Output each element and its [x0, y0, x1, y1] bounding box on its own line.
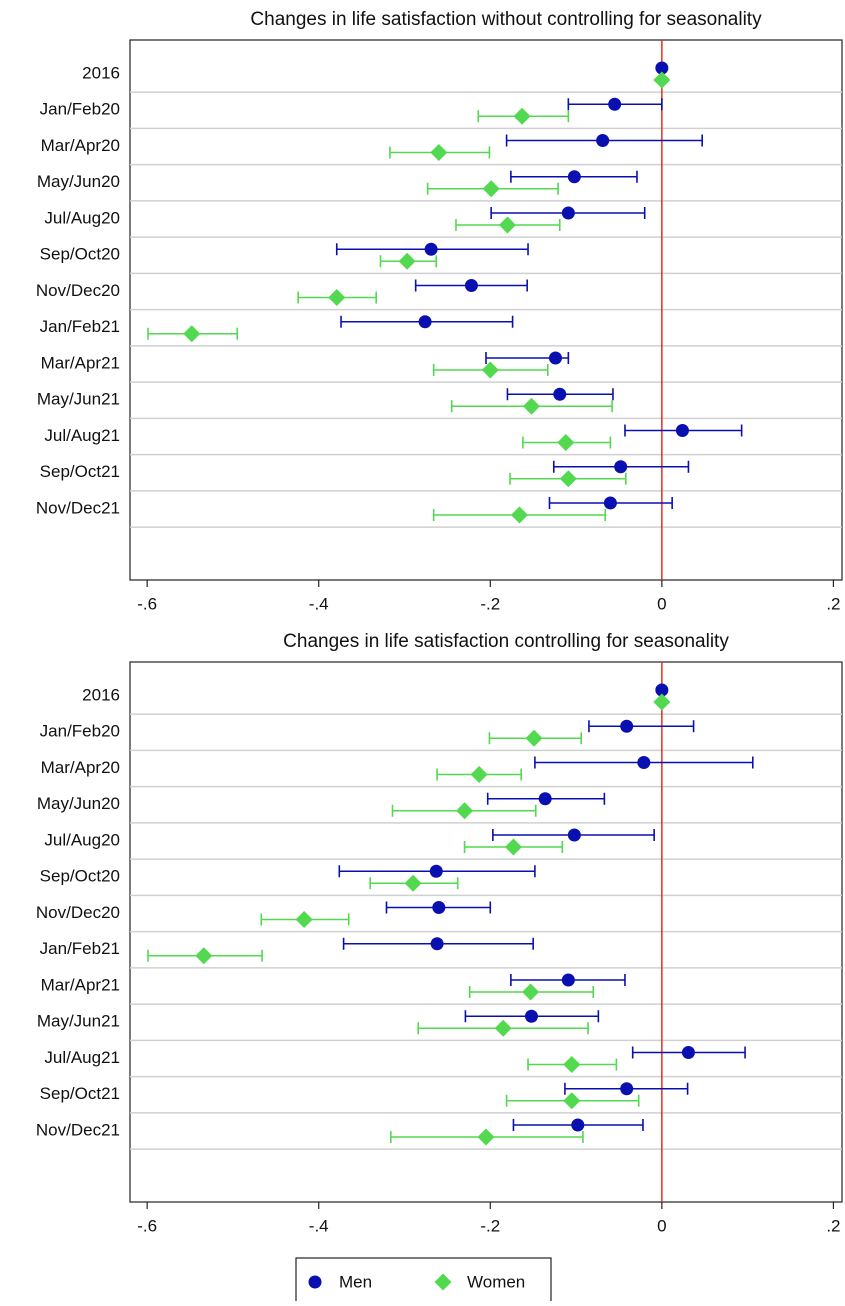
point — [328, 289, 346, 306]
y-tick-label: Mar/Apr20 — [41, 136, 120, 155]
point — [477, 1128, 495, 1146]
point — [482, 180, 500, 198]
y-tick-label: Jul/Aug20 — [44, 208, 120, 227]
point — [620, 719, 634, 733]
y-tick-label: Jan/Feb21 — [40, 939, 120, 958]
point — [525, 729, 543, 747]
point — [548, 351, 562, 365]
point — [504, 838, 522, 856]
point — [608, 97, 622, 111]
x-tick-label: .2 — [826, 594, 840, 613]
point — [510, 506, 528, 524]
y-tick-label: Sep/Oct21 — [40, 462, 120, 481]
point — [563, 1092, 581, 1110]
y-tick-label: Jul/Aug21 — [44, 1048, 120, 1067]
point — [430, 144, 448, 161]
point — [295, 911, 313, 928]
point — [561, 973, 575, 987]
point — [470, 766, 488, 783]
legend-label: Women — [467, 1272, 525, 1291]
point — [620, 1082, 634, 1096]
x-tick-label: -.4 — [309, 594, 329, 613]
point — [571, 1118, 585, 1132]
point — [456, 802, 474, 820]
point — [522, 983, 540, 1001]
point — [404, 874, 422, 892]
y-tick-label: Jan/Feb21 — [40, 317, 120, 336]
point — [637, 756, 651, 769]
y-tick-label: Nov/Dec21 — [36, 1120, 120, 1139]
x-tick-label: -.6 — [137, 1216, 157, 1235]
y-tick-label: May/Jun20 — [37, 794, 120, 813]
point — [481, 361, 499, 379]
y-tick-label: Jul/Aug20 — [44, 830, 120, 849]
point — [494, 1019, 512, 1037]
legend-marker — [434, 1273, 452, 1291]
point — [522, 397, 540, 415]
point — [183, 325, 201, 343]
point — [655, 61, 669, 75]
y-tick-label: Mar/Apr21 — [41, 975, 120, 994]
point — [563, 1056, 581, 1073]
point — [524, 1009, 538, 1023]
y-tick-label: Jan/Feb20 — [40, 722, 120, 741]
point — [424, 242, 438, 256]
point — [464, 279, 478, 292]
x-tick-label: 0 — [657, 594, 666, 613]
point — [653, 71, 671, 89]
legend-box — [295, 1257, 552, 1306]
y-tick-label: Sep/Oct21 — [40, 1084, 120, 1103]
point — [195, 947, 213, 965]
y-tick-label: 2016 — [82, 63, 120, 82]
y-tick-label: May/Jun21 — [37, 390, 120, 409]
x-tick-label: 0 — [657, 1216, 666, 1235]
point — [430, 937, 444, 951]
point — [538, 792, 552, 806]
point — [398, 252, 416, 270]
y-tick-label: Mar/Apr21 — [41, 353, 120, 372]
y-tick-label: Jul/Aug21 — [44, 426, 120, 445]
legend-marker — [308, 1275, 322, 1289]
point — [655, 683, 669, 697]
y-tick-label: Nov/Dec20 — [36, 903, 120, 922]
point — [614, 460, 628, 474]
point — [557, 434, 575, 451]
y-tick-label: Nov/Dec21 — [36, 498, 120, 517]
y-tick-label: 2016 — [82, 685, 120, 704]
point — [653, 693, 671, 711]
point — [603, 496, 617, 510]
x-tick-label: .2 — [826, 1216, 840, 1235]
chart-title: Changes in life satisfaction controlling… — [283, 631, 729, 652]
x-tick-label: -.6 — [137, 594, 157, 613]
point — [429, 864, 443, 878]
point — [596, 134, 610, 147]
x-tick-label: -.2 — [480, 1216, 500, 1235]
error-bar — [588, 720, 695, 733]
y-tick-label: Sep/Oct20 — [40, 245, 120, 264]
y-tick-label: Mar/Apr20 — [41, 758, 120, 777]
point — [513, 107, 531, 125]
point — [418, 315, 432, 329]
point — [432, 901, 446, 914]
y-tick-label: Sep/Oct20 — [40, 867, 120, 886]
point — [681, 1046, 695, 1059]
y-tick-label: May/Jun20 — [37, 172, 120, 191]
point — [567, 170, 581, 184]
point — [553, 387, 567, 401]
y-tick-label: Jan/Feb20 — [40, 100, 120, 119]
point — [561, 206, 575, 220]
legend-label: Men — [339, 1272, 372, 1291]
chart-title: Changes in life satisfaction without con… — [250, 9, 762, 30]
point — [567, 828, 581, 842]
y-tick-label: May/Jun21 — [37, 1012, 120, 1031]
x-tick-label: -.2 — [480, 594, 500, 613]
point — [498, 216, 516, 234]
y-tick-label: Nov/Dec20 — [36, 281, 120, 300]
point — [675, 424, 689, 437]
x-tick-label: -.4 — [309, 1216, 329, 1235]
point — [559, 470, 577, 488]
